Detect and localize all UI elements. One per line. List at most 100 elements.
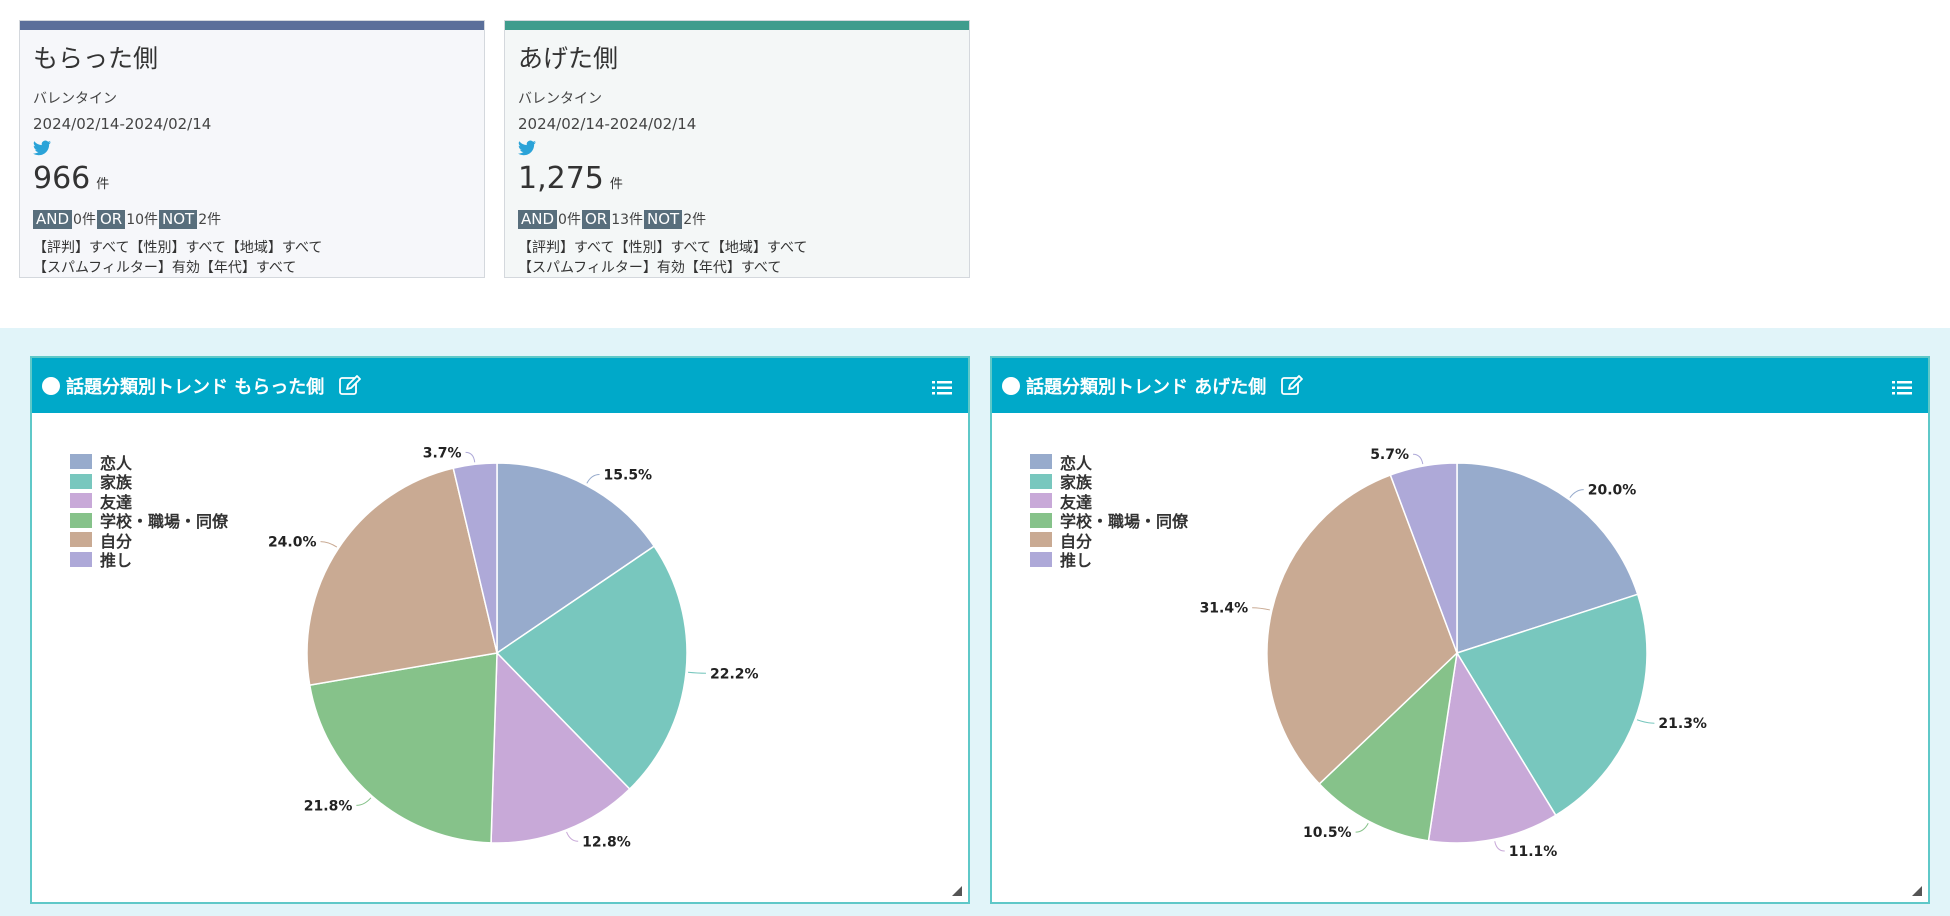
summary-card-given: あげた側 バレンタイン 2024/02/14-2024/02/14 1,275 件… (504, 20, 970, 278)
slice-connector (320, 541, 338, 548)
legend-item[interactable]: 学校・職場・同僚 (70, 511, 228, 531)
or-tag: OR (96, 209, 126, 229)
slice-data-label: 21.3% (1658, 716, 1707, 732)
card-category: バレンタイン (518, 91, 602, 107)
legend-swatch (1030, 512, 1052, 528)
list-menu-icon[interactable] (1892, 380, 1912, 396)
or-count: 13件 (611, 212, 644, 228)
legend-label: 友達 (1060, 492, 1093, 512)
slice-connector (586, 473, 600, 484)
and-count: 0件 (558, 212, 581, 228)
bullet-icon (42, 376, 60, 395)
pie-slice[interactable] (1455, 593, 1648, 817)
legend-item[interactable]: 友達 (70, 491, 228, 512)
bullet-icon (1002, 376, 1020, 395)
chart-legend: 恋人 家族 友達 学校・職場・同僚 自分 推し (70, 452, 228, 570)
pie-slice[interactable] (490, 651, 631, 844)
or-count: 10件 (126, 212, 159, 228)
card-date-range: 2024/02/14-2024/02/14 (518, 115, 697, 133)
legend-item[interactable]: 恋人 (1030, 452, 1188, 473)
legend-label: 学校・職場・同僚 (100, 512, 229, 532)
pie-slice[interactable] (308, 652, 498, 844)
resize-handle-icon[interactable] (952, 886, 962, 896)
not-tag: NOT (159, 209, 198, 229)
slice-data-label: 15.5% (604, 467, 653, 483)
slice-data-label: 3.7% (423, 445, 462, 461)
slice-connector (356, 797, 372, 806)
list-menu-icon[interactable] (932, 380, 952, 396)
slice-data-label: 22.2% (710, 666, 759, 682)
pie-slice[interactable] (1456, 462, 1639, 655)
legend-swatch (1030, 473, 1052, 489)
not-count: 2件 (683, 212, 707, 228)
resize-handle-icon[interactable] (1912, 886, 1922, 896)
pie-slice[interactable] (306, 467, 498, 686)
not-tag: NOT (644, 209, 683, 229)
pie-slice[interactable] (495, 545, 688, 791)
filter-line-1: 【評判】すべて【性別】すべて【地域】すべて (518, 240, 808, 256)
slice-data-label: 20.0% (1588, 483, 1637, 499)
legend-item[interactable]: 恋人 (70, 452, 228, 473)
chart-legend: 恋人 家族 友達 学校・職場・同僚 自分 推し (1030, 452, 1188, 570)
legend-label: 友達 (100, 492, 133, 512)
legend-label: 推し (1060, 551, 1093, 571)
slice-connector (687, 671, 706, 674)
filter-line-1: 【評判】すべて【性別】すべて【地域】すべて (33, 240, 323, 256)
legend-item[interactable]: 学校・職場・同僚 (1030, 511, 1188, 531)
slice-connector (1252, 607, 1271, 611)
legend-label: 家族 (1060, 473, 1093, 493)
legend-swatch (1030, 551, 1052, 567)
legend-item[interactable]: 家族 (1030, 472, 1188, 492)
pie-slice[interactable] (1266, 474, 1458, 785)
legend-item[interactable]: 推し (1030, 550, 1188, 570)
mention-count: 966 件 (33, 161, 109, 196)
pie-slice[interactable] (496, 462, 656, 655)
legend-item[interactable]: 自分 (1030, 530, 1188, 551)
panel-header: 話題分類別トレンド もらった側 (32, 358, 968, 413)
count-unit: 件 (609, 177, 623, 192)
panel-title: 話題分類別トレンド もらった側 (66, 376, 325, 398)
and-tag: AND (518, 209, 558, 229)
slice-data-label: 11.1% (1509, 844, 1558, 860)
legend-swatch (70, 493, 92, 509)
chart-panel-received: 話題分類別トレンド もらった側 恋人 家族 友達 学校・職場・同僚 自分 推し 15.5%… (30, 356, 970, 904)
pie-slice[interactable] (1389, 462, 1458, 654)
legend-label: 自分 (1060, 531, 1093, 551)
slice-data-label: 31.4% (1200, 601, 1249, 617)
legend-swatch (70, 473, 92, 489)
pie-slice[interactable] (1427, 650, 1557, 844)
slice-data-label: 10.5% (1303, 825, 1352, 841)
not-count: 2件 (198, 212, 222, 228)
slice-connector (1355, 823, 1369, 833)
pie-slice[interactable] (1318, 650, 1459, 842)
slice-data-label: 21.8% (304, 798, 353, 814)
filter-line-2: 【スパムフィルター】有効【年代】すべて (518, 260, 782, 276)
legend-swatch (70, 454, 92, 470)
legend-label: 推し (100, 551, 133, 571)
legend-label: 家族 (100, 473, 133, 493)
count-value: 966 (33, 161, 91, 196)
pie-chart: 15.5% 22.2% 12.8% 21.8% 24.0% 3.7% (268, 445, 759, 850)
slice-data-label: 24.0% (268, 535, 317, 551)
legend-item[interactable]: 自分 (70, 530, 228, 551)
edit-icon[interactable] (1280, 374, 1304, 398)
panel-header: 話題分類別トレンド あげた側 (992, 358, 1928, 413)
card-accent-bar (20, 21, 484, 30)
card-title: あげた側 (518, 44, 619, 73)
slice-data-label: 12.8% (582, 834, 631, 850)
twitter-bird-icon (518, 140, 536, 156)
legend-item[interactable]: 友達 (1030, 491, 1188, 512)
legend-label: 自分 (100, 531, 133, 551)
legend-item[interactable]: 推し (70, 550, 228, 570)
filter-line-2: 【スパムフィルター】有効【年代】すべて (33, 260, 297, 276)
legend-label: 学校・職場・同僚 (1060, 512, 1189, 532)
edit-icon[interactable] (338, 374, 362, 398)
count-value: 1,275 (518, 161, 604, 196)
pie-slice[interactable] (452, 462, 498, 654)
legend-swatch (70, 551, 92, 567)
card-title: もらった側 (33, 44, 159, 73)
summary-card-received: もらった側 バレンタイン 2024/02/14-2024/02/14 966 件 … (19, 20, 485, 278)
keyword-operators: AND 0件 OR 13件 NOT 2件 (518, 209, 707, 229)
legend-item[interactable]: 家族 (70, 472, 228, 492)
or-tag: OR (581, 209, 611, 229)
